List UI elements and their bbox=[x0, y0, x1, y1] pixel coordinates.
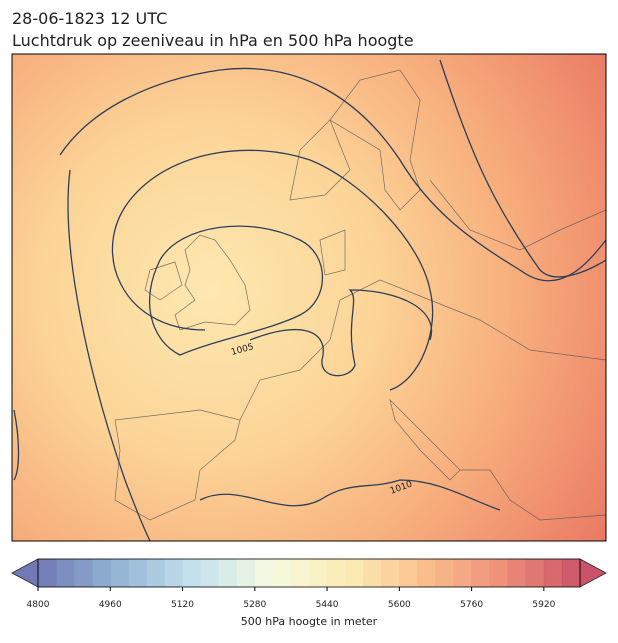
colorbar-band bbox=[200, 559, 219, 587]
colorbar-band bbox=[218, 559, 238, 587]
colorbar-band bbox=[525, 559, 545, 587]
colorbar-band bbox=[128, 559, 147, 587]
coastlines bbox=[114, 69, 606, 521]
colorbar-band bbox=[236, 559, 256, 587]
colorbar-band bbox=[164, 559, 183, 587]
colorbar-frame bbox=[37, 558, 581, 588]
height-field bbox=[12, 54, 606, 541]
colorbar-tick-label: 5760 bbox=[460, 600, 483, 610]
colorbar-band bbox=[272, 559, 292, 587]
colorbar-tick-label: 5120 bbox=[171, 600, 194, 610]
map-frame bbox=[11, 53, 607, 542]
colorbar-tick-label: 4960 bbox=[99, 600, 122, 610]
isobars bbox=[13, 59, 606, 541]
colorbar-band bbox=[309, 559, 328, 587]
colorbar-band bbox=[146, 559, 165, 587]
colorbar-band bbox=[435, 559, 454, 587]
colorbar-band bbox=[399, 559, 418, 587]
colorbar-band bbox=[453, 559, 472, 587]
colorbar-band bbox=[38, 559, 57, 587]
colorbar-band bbox=[327, 559, 346, 587]
colorbar-band bbox=[363, 559, 382, 587]
colorbar-band bbox=[345, 559, 364, 587]
title: 28-06-1823 12 UTC bbox=[12, 9, 167, 28]
colorbar-label: 500 hPa hoogte in meter bbox=[241, 615, 378, 628]
colorbar-band bbox=[56, 559, 75, 587]
colorbar-tick-label: 5280 bbox=[243, 600, 266, 610]
colorbar-band bbox=[381, 559, 400, 587]
colorbar-tick-label: 5600 bbox=[388, 600, 411, 610]
colorbar-band bbox=[489, 559, 509, 587]
colorbar-extend-low bbox=[11, 558, 39, 588]
colorbar-band bbox=[507, 559, 527, 587]
colorbar-band bbox=[543, 559, 563, 587]
colorbar-tick-label: 4800 bbox=[27, 600, 50, 610]
colorbar-band bbox=[110, 559, 129, 587]
colorbar-band bbox=[471, 559, 490, 587]
colorbar-band bbox=[182, 559, 201, 587]
map: 1005 1010 bbox=[12, 54, 606, 541]
colorbar-band bbox=[561, 559, 581, 587]
colorbar-band bbox=[417, 559, 436, 587]
colorbar-band bbox=[92, 559, 111, 587]
colorbar: 4800 4960 5120 5280 5440 5600 5760 5920 bbox=[11, 558, 607, 610]
colorbar-tick-label: 5440 bbox=[316, 600, 339, 610]
colorbar-band bbox=[254, 559, 274, 587]
colorbar-extend-high bbox=[579, 558, 607, 588]
colorbar-band bbox=[74, 559, 93, 587]
colorbar-band bbox=[290, 559, 310, 587]
colorbar-tick-label: 5920 bbox=[532, 600, 555, 610]
subtitle: Luchtdruk op zeeniveau in hPa en 500 hPa… bbox=[12, 31, 414, 50]
